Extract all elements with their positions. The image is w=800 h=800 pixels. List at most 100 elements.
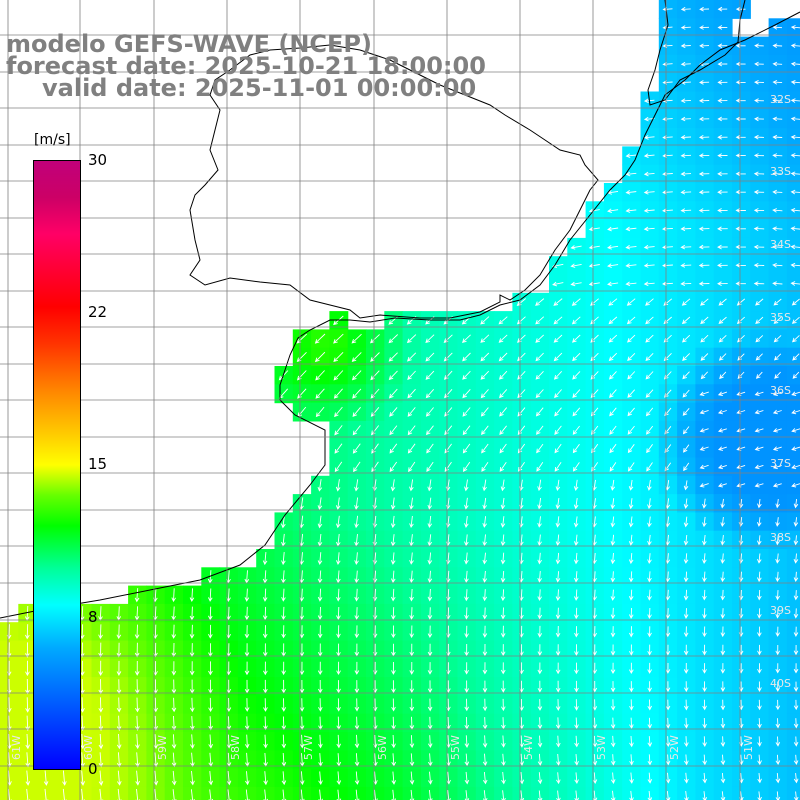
wind-arrow: [427, 625, 433, 639]
wind-arrow: [683, 462, 690, 472]
wind-arrow: [427, 588, 433, 602]
wind-arrow: [570, 245, 582, 250]
wind-arrow: [680, 25, 691, 30]
wind-arrow: [116, 733, 122, 750]
wind-arrow: [519, 717, 525, 730]
wind-arrow: [351, 370, 362, 381]
wind-arrow: [500, 516, 506, 528]
wind-arrow: [684, 791, 689, 800]
wind-speed-cell: [201, 786, 221, 800]
wind-arrow: [720, 791, 726, 800]
wind-arrow: [702, 553, 707, 564]
wind-arrow: [427, 662, 433, 675]
wind-arrow: [717, 391, 728, 396]
wind-arrow: [190, 734, 195, 749]
wind-arrow: [756, 517, 762, 527]
wind-arrow: [427, 607, 433, 620]
wind-arrow: [610, 644, 616, 656]
wind-arrow: [537, 717, 543, 730]
wind-arrow: [588, 226, 600, 232]
wind-arrow: [153, 734, 159, 750]
wind-arrow: [80, 697, 85, 713]
wind-arrow: [335, 479, 341, 492]
wind-arrow: [318, 771, 323, 786]
wind-arrow: [625, 153, 637, 159]
wind-arrow: [555, 498, 561, 510]
wind-arrow: [717, 281, 728, 286]
wind-arrow: [717, 134, 728, 140]
wind-arrow: [79, 642, 85, 658]
wind-arrow: [537, 699, 543, 711]
model-title: modelo GEFS-WAVE (NCEP): [6, 30, 372, 58]
wind-arrow: [647, 681, 652, 693]
wind-arrow: [774, 353, 782, 361]
wind-arrow: [772, 464, 782, 470]
wind-arrow: [462, 407, 471, 417]
wind-arrow: [702, 754, 708, 766]
wind-arrow: [336, 588, 341, 602]
wind-arrow: [409, 771, 415, 785]
wind-arrow: [772, 208, 783, 213]
wind-speed-cell: [530, 786, 550, 800]
wind-arrow: [317, 515, 323, 529]
wind-arrow: [717, 244, 728, 250]
wind-arrow: [482, 479, 487, 492]
wind-arrow: [389, 425, 398, 436]
wind-arrow: [354, 570, 359, 584]
wind-arrow: [281, 588, 286, 602]
wind-arrow: [663, 316, 672, 325]
wind-speed-cell: [786, 219, 800, 239]
wind-arrow: [555, 625, 561, 638]
wind-arrow: [24, 624, 30, 640]
wind-arrow: [390, 479, 396, 492]
wind-arrow: [354, 515, 359, 529]
wind-arrow: [336, 570, 341, 584]
wind-arrow: [662, 244, 673, 250]
wind-arrow: [370, 352, 380, 362]
wind-arrow: [25, 788, 31, 800]
wind-arrow: [555, 479, 561, 492]
wind-arrow: [407, 370, 416, 380]
wind-arrow: [570, 281, 582, 287]
wind-arrow: [627, 371, 636, 380]
wind-arrow: [281, 771, 287, 786]
wind-speed-cell: [512, 786, 532, 800]
wind-arrow: [718, 409, 727, 415]
wind-arrow: [665, 644, 671, 656]
wind-arrow: [25, 660, 30, 677]
wind-arrow: [683, 626, 689, 638]
wind-arrow: [517, 370, 526, 380]
wind-arrow: [553, 352, 563, 362]
wind-arrow: [791, 391, 800, 396]
lat-label: 37S: [770, 457, 791, 470]
wind-arrow: [571, 316, 581, 325]
wind-arrow: [629, 717, 634, 729]
wind-arrow: [683, 498, 689, 509]
wind-arrow: [317, 570, 323, 584]
wind-arrow: [793, 791, 799, 800]
wind-arrow: [464, 680, 469, 693]
wind-arrow: [791, 482, 800, 488]
colorbar: [33, 160, 81, 770]
wind-arrow: [574, 662, 579, 675]
wind-arrow: [682, 353, 691, 361]
wind-arrow: [790, 262, 800, 268]
wind-arrow: [519, 753, 525, 767]
wind-arrow: [464, 662, 469, 675]
wind-arrow: [482, 662, 488, 675]
lat-label: 38S: [770, 531, 791, 544]
wind-arrow: [116, 642, 122, 658]
wind-arrow: [572, 352, 581, 362]
wind-arrow: [574, 735, 579, 748]
wind-speed-cell: [292, 786, 312, 800]
wind-speed-cell: [0, 786, 19, 800]
wind-arrow: [352, 406, 361, 418]
wind-arrow: [43, 770, 49, 786]
wind-arrow: [665, 791, 671, 800]
wind-arrow: [25, 642, 30, 658]
wind-arrow: [464, 570, 469, 583]
wind-arrow: [244, 625, 250, 639]
wind-arrow: [354, 497, 359, 510]
wind-arrow: [754, 391, 764, 396]
